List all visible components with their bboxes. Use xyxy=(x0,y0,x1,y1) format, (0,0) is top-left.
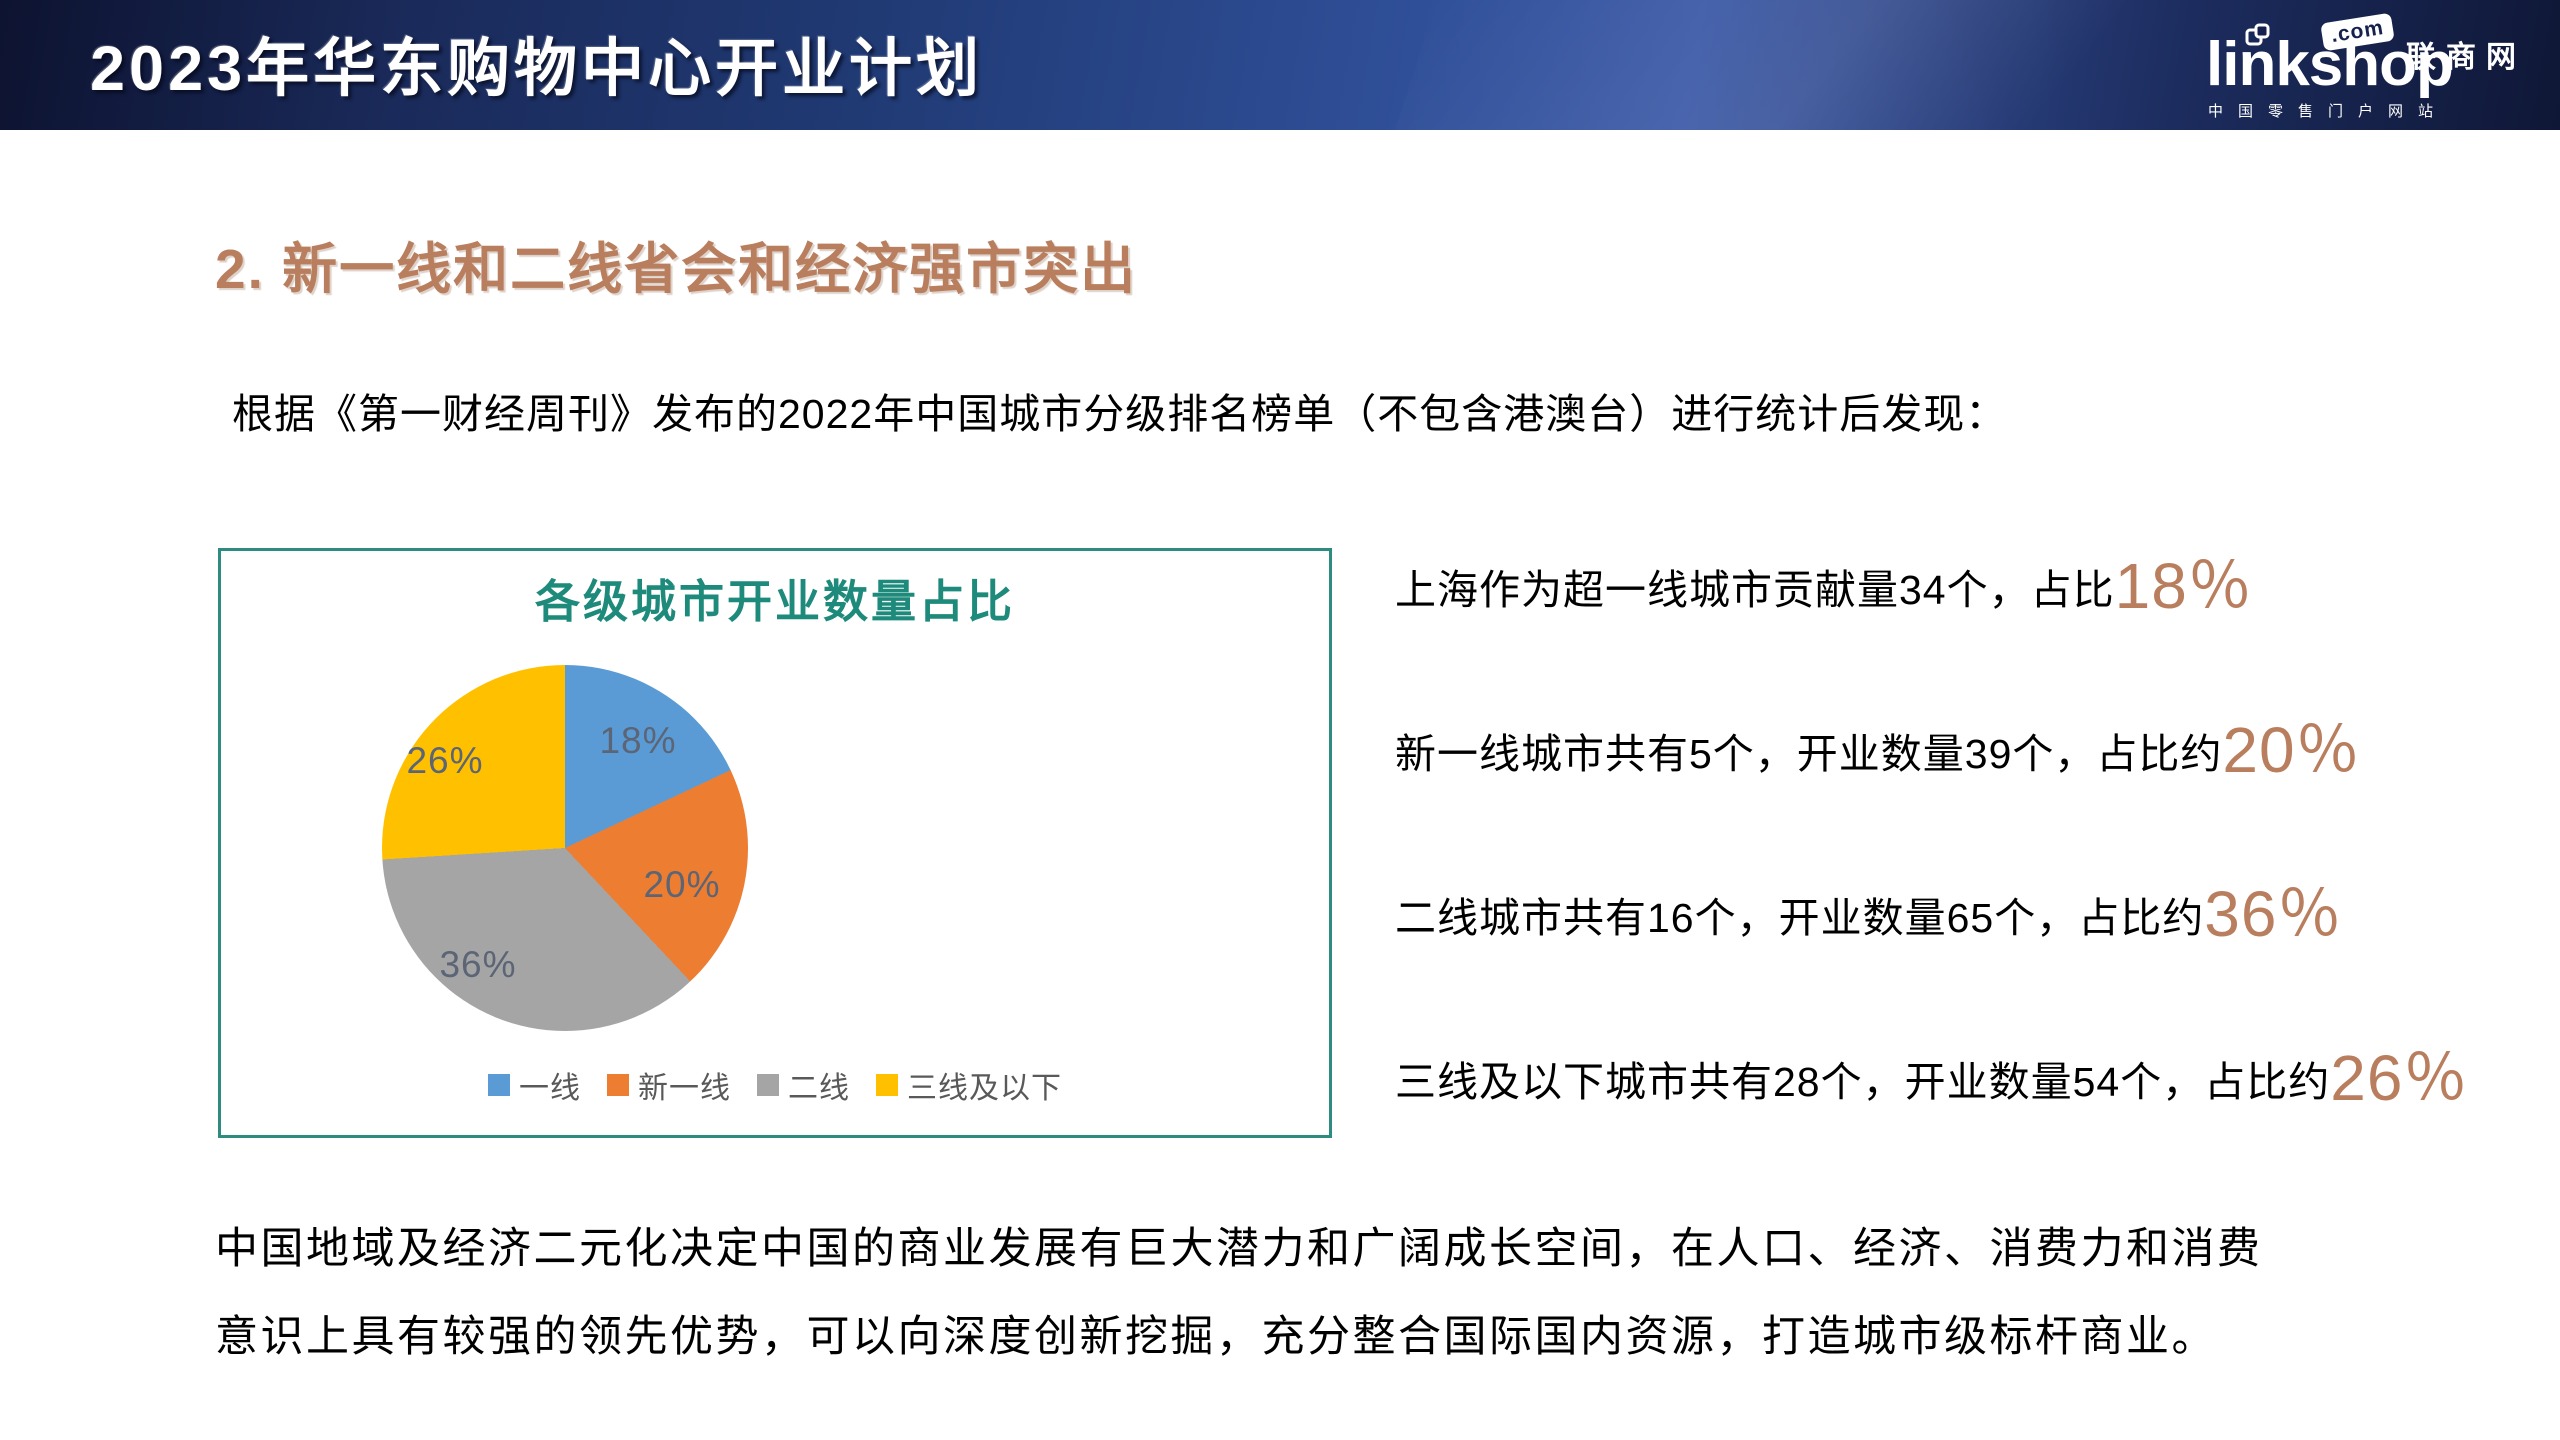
linkshop-logo: .com 联商网 linkshop 中国零售门户网站 xyxy=(2200,12,2530,120)
pie-label-tier2: 36% xyxy=(439,944,517,985)
legend-label-newtier1: 新一线 xyxy=(638,1072,731,1105)
intro-text: 根据《第一财经周刊》发布的2022年中国城市分级排名榜单（不包含港澳台）进行统计… xyxy=(232,391,2008,437)
chart-title: 各级城市开业数量占比 xyxy=(534,576,1015,627)
logo-cn-name: 联商网 xyxy=(2406,41,2526,74)
legend-swatch-tier1 xyxy=(488,1074,510,1096)
summary-paragraph: 中国地域及经济二元化决定中国的商业发展有巨大潜力和广阔成长空间，在人口、经济、消… xyxy=(215,1205,2415,1381)
summary-line-2: 意识上具有较强的领先优势，可以向深度创新挖掘，充分整合国际国内资源，打造城市级标… xyxy=(215,1313,2217,1361)
legend-swatch-tier2 xyxy=(757,1074,779,1096)
section-heading: 2. 新一线和二线省会和经济强市突出 xyxy=(215,238,1138,300)
pie-chart xyxy=(382,665,748,1031)
logo-brand-text: linkshop xyxy=(2206,30,2454,99)
stat-percent: 20％ xyxy=(2222,714,2361,786)
summary-line-1: 中国地域及经济二元化决定中国的商业发展有巨大潜力和广阔成长空间，在人口、经济、消… xyxy=(215,1225,2263,1273)
stat-line-tier3: 三线及以下城市共有28个，开业数量54个，占比约 26％ xyxy=(1395,1046,2468,1110)
pie-label-tier3: 26% xyxy=(406,740,484,781)
stat-line-newtier1: 新一线城市共有5个，开业数量39个，占比约 20％ xyxy=(1395,718,2361,782)
legend-swatch-tier3 xyxy=(876,1074,898,1096)
stat-percent: 36％ xyxy=(2204,878,2343,950)
legend-swatch-newtier1 xyxy=(607,1074,629,1096)
stat-text: 上海作为超一线城市贡献量34个，占比 xyxy=(1395,567,2115,613)
legend-item-newtier1: 新一线 xyxy=(607,1063,731,1107)
stat-text: 二线城市共有16个，开业数量65个，占比约 xyxy=(1395,895,2205,941)
legend-item-tier1: 一线 xyxy=(488,1063,581,1107)
pie-label-tier1: 18% xyxy=(599,720,677,761)
pie-label-newtier1: 20% xyxy=(643,864,721,905)
stat-percent: 18％ xyxy=(2114,550,2253,622)
header-bar: 2023年华东购物中心开业计划 .com 联商网 linkshop 中国零售门户… xyxy=(0,0,2560,130)
legend-item-tier3: 三线及以下 xyxy=(876,1063,1062,1107)
stat-text: 新一线城市共有5个，开业数量39个，占比约 xyxy=(1395,731,2223,777)
legend-label-tier2: 二线 xyxy=(788,1072,850,1105)
stat-line-tier2: 二线城市共有16个，开业数量65个，占比约 36％ xyxy=(1395,882,2342,946)
legend-item-tier2: 二线 xyxy=(757,1063,850,1107)
pie-chart-panel: 各级城市开业数量占比 18% 20% 36% 26% 一线 新一线 二线 xyxy=(218,548,1332,1138)
linkshop-squares-icon xyxy=(2244,22,2274,57)
legend-label-tier3: 三线及以下 xyxy=(907,1072,1062,1105)
chart-legend: 一线 新一线 二线 三线及以下 xyxy=(221,1063,1329,1107)
stat-text: 三线及以下城市共有28个，开业数量54个，占比约 xyxy=(1395,1059,2331,1105)
page-title: 2023年华东购物中心开业计划 xyxy=(90,34,984,104)
pie-chart-area: 18% 20% 36% 26% xyxy=(382,665,748,1031)
stat-line-shanghai: 上海作为超一线城市贡献量34个，占比 18％ xyxy=(1395,554,2253,618)
legend-label-tier1: 一线 xyxy=(519,1072,581,1105)
stat-percent: 26％ xyxy=(2330,1042,2469,1114)
logo-tagline: 中国零售门户网站 xyxy=(2208,103,2449,120)
